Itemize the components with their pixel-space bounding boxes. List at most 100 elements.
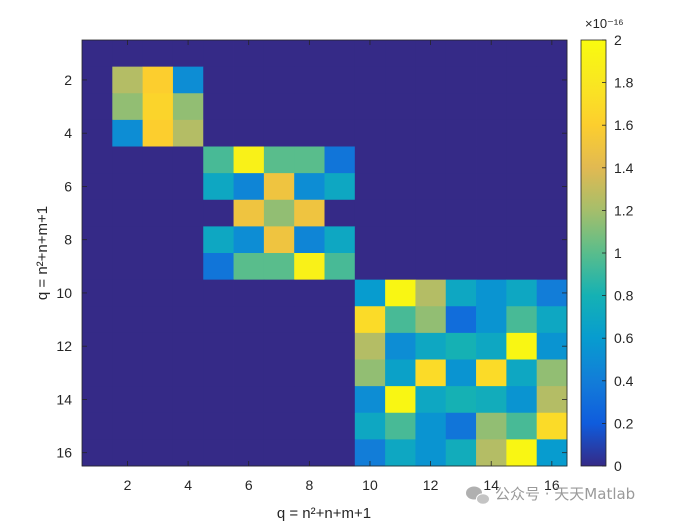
heatmap-cell xyxy=(445,412,477,440)
y-tick-label: 6 xyxy=(64,178,72,194)
heatmap-cell xyxy=(506,412,538,440)
heatmap-cell xyxy=(263,66,295,94)
heatmap-cell xyxy=(233,386,265,414)
heatmap-cell xyxy=(445,93,477,121)
heatmap-cell xyxy=(324,279,356,307)
heatmap-cell xyxy=(385,199,416,227)
x-axis-ticks: 2 4 6 8 10 12 14 16 xyxy=(124,40,560,493)
heatmap-cell xyxy=(172,173,204,201)
heatmap-cell xyxy=(354,412,386,440)
heatmap-cell xyxy=(476,253,507,281)
heatmap-cell xyxy=(294,412,325,440)
heatmap-cell xyxy=(112,173,144,201)
heatmap-cell xyxy=(142,439,174,467)
heatmap-cell xyxy=(354,173,386,201)
heatmap-cell xyxy=(385,146,416,174)
heatmap-cell xyxy=(294,66,325,94)
heatmap-cell xyxy=(324,306,356,334)
heatmap-cell xyxy=(476,359,507,387)
heatmap-cell xyxy=(536,199,568,227)
heatmap-cell xyxy=(445,306,477,334)
x-tick-label: 12 xyxy=(423,477,439,493)
colorbar-tick-label: 1.4 xyxy=(614,160,634,176)
heatmap-cell xyxy=(203,359,234,387)
heatmap-cell xyxy=(385,306,416,334)
heatmap-cell xyxy=(112,306,144,334)
heatmap-cell xyxy=(203,66,234,94)
heatmap-cell xyxy=(294,119,325,147)
heatmap-cell xyxy=(233,332,265,360)
colorbar-tick-label: 1.8 xyxy=(614,75,634,91)
heatmap-cell xyxy=(445,146,477,174)
heatmap-cell xyxy=(172,93,204,121)
heatmap-cell xyxy=(112,226,144,254)
heatmap-cell xyxy=(233,226,265,254)
heatmap-cell xyxy=(203,199,234,227)
heatmap-cell xyxy=(142,306,174,334)
heatmap-cell xyxy=(354,332,386,360)
heatmap-cell xyxy=(385,173,416,201)
heatmap-cell xyxy=(354,279,386,307)
heatmap-cell xyxy=(233,279,265,307)
heatmap-cell xyxy=(324,40,356,68)
heatmap-cell xyxy=(112,359,144,387)
heatmap-cell xyxy=(263,173,295,201)
heatmap-cell xyxy=(172,386,204,414)
heatmap-cell xyxy=(263,279,295,307)
heatmap-cell xyxy=(476,279,507,307)
x-tick-label: 8 xyxy=(305,477,313,493)
heatmap-cell xyxy=(82,146,113,174)
heatmap-cell xyxy=(203,40,234,68)
heatmap-cell xyxy=(354,93,386,121)
heatmap-cell xyxy=(172,119,204,147)
heatmap-cell xyxy=(294,146,325,174)
heatmap-cell xyxy=(415,359,447,387)
heatmap-cell xyxy=(385,66,416,94)
colorbar-tick-label: 0.2 xyxy=(614,415,634,431)
heatmap-cell xyxy=(263,40,295,68)
heatmap-cell xyxy=(172,146,204,174)
heatmap-cell xyxy=(203,386,234,414)
heatmap-cell xyxy=(203,306,234,334)
heatmap-cell xyxy=(445,40,477,68)
watermark: 公众号 · 天天Matlab xyxy=(466,485,635,505)
heatmap-cell xyxy=(263,93,295,121)
heatmap-cell xyxy=(82,199,113,227)
heatmap-cell xyxy=(445,386,477,414)
heatmap-cell xyxy=(82,93,113,121)
heatmap-cell xyxy=(354,119,386,147)
heatmap-cell xyxy=(354,253,386,281)
heatmap-cell xyxy=(354,226,386,254)
heatmap-cell xyxy=(506,439,538,467)
heatmap-cell xyxy=(294,359,325,387)
heatmap-cell xyxy=(385,226,416,254)
heatmap-cell xyxy=(203,93,234,121)
heatmap-cell xyxy=(172,226,204,254)
x-tick-label: 10 xyxy=(362,477,378,493)
heatmap-cell xyxy=(263,439,295,467)
heatmap-cell xyxy=(385,40,416,68)
heatmap-cell xyxy=(82,40,113,68)
y-tick-label: 16 xyxy=(56,445,72,461)
heatmap-cell xyxy=(142,386,174,414)
heatmap-cell xyxy=(385,253,416,281)
heatmap-cell xyxy=(112,119,144,147)
heatmap-cell xyxy=(233,173,265,201)
heatmap-cell xyxy=(476,93,507,121)
heatmap-cell xyxy=(445,119,477,147)
heatmap-cell xyxy=(294,306,325,334)
heatmap-cell xyxy=(294,93,325,121)
heatmap-cell xyxy=(82,66,113,94)
heatmap-cell xyxy=(82,386,113,414)
heatmap-cell xyxy=(82,439,113,467)
heatmap-cell xyxy=(476,199,507,227)
heatmap-cell xyxy=(112,412,144,440)
y-tick-label: 8 xyxy=(64,232,72,248)
heatmap-cell xyxy=(476,173,507,201)
heatmap-cell xyxy=(415,306,447,334)
heatmap-cell xyxy=(263,119,295,147)
heatmap-cell xyxy=(112,332,144,360)
heatmap-cell xyxy=(324,412,356,440)
heatmap-cell xyxy=(142,253,174,281)
